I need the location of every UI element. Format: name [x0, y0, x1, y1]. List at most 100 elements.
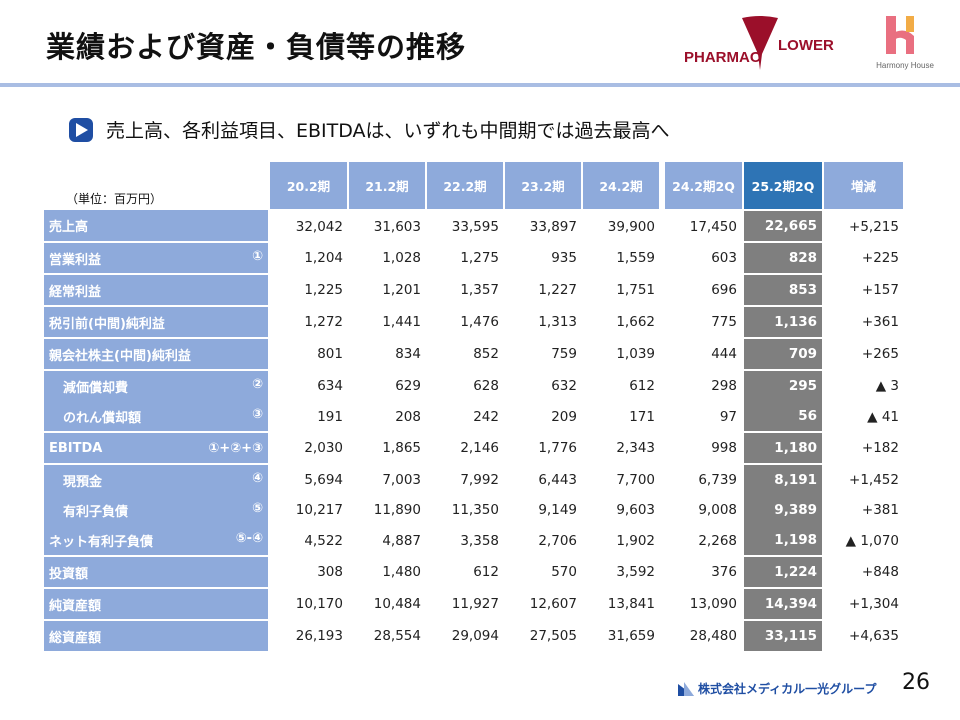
header-row: 20.2期 21.2期 22.2期 23.2期 24.2期 24.2期2Q 25.2期2Q 増… [44, 162, 905, 211]
value-cell: 4,522 [304, 532, 343, 549]
svg-text:LOWER: LOWER [778, 37, 834, 54]
table-row: 税引前(中間)純利益 1,272 1,441 1,476 1,313 1,662 775 1,… [44, 306, 904, 339]
value-cell: 208 [395, 408, 421, 425]
current-value-cell: 828 [742, 242, 824, 275]
row-label: 親会社株主(中間)純利益 [49, 348, 191, 364]
table-row: 経常利益 1,225 1,201 1,357 1,227 1,751 696 853 +157 [44, 274, 904, 307]
value-cell: 12,607 [529, 596, 577, 612]
value-cell: 13,841 [607, 596, 655, 612]
row-label: 現預金 [63, 474, 103, 490]
table-row: ネット有利子負債 ⑤-④ 4,522 4,887 3,358 2,706 1,902 2,26… [44, 525, 904, 557]
value-cell: 39,900 [607, 218, 655, 235]
row-label-cell: 有利子負債 ⑤ [44, 495, 270, 525]
value-cell: 2,268 [698, 532, 737, 549]
change-cell: +182 [861, 440, 899, 456]
column-gap [660, 242, 664, 274]
change-cell: +265 [861, 346, 899, 362]
value-cell: 1,028 [382, 250, 421, 266]
current-value-cell: 33,115 [742, 620, 824, 653]
column-gap [660, 556, 664, 588]
value-cell: 26,193 [295, 628, 343, 644]
value-cell: 11,890 [373, 502, 421, 518]
value-cell: 376 [711, 564, 737, 580]
value-cell: 1,480 [382, 564, 421, 580]
value-cell: 10,170 [295, 596, 343, 612]
pharmacy-flower-logo: PHARMAC LOWER [684, 16, 834, 70]
column-gap [660, 274, 664, 306]
value-cell: 2,146 [460, 440, 499, 456]
value-cell: 603 [711, 250, 737, 266]
value-cell: 1,272 [304, 314, 343, 330]
row-note: ⑤-④ [235, 530, 263, 546]
row-label-cell: 営業利益 ① [44, 242, 270, 275]
row-note: ② [251, 376, 263, 392]
value-cell: 4,887 [382, 532, 421, 549]
column-header: 23.2期 [503, 162, 583, 211]
current-value-cell: 853 [742, 274, 824, 307]
change-cell: ▲ 41 [867, 408, 899, 425]
change-cell: +4,635 [849, 628, 899, 644]
value-cell: 31,659 [607, 628, 655, 644]
change-cell: +157 [861, 282, 899, 298]
value-cell: 242 [473, 408, 499, 425]
financial-table: 20.2期 21.2期 22.2期 23.2期 24.2期 24.2期2Q 25.2期2Q 増… [44, 162, 905, 653]
value-cell: 33,595 [451, 218, 499, 235]
value-cell: 634 [317, 377, 343, 394]
value-cell: 1,441 [382, 314, 421, 330]
value-cell: 1,476 [460, 314, 499, 330]
value-cell: 17,450 [689, 218, 737, 235]
value-cell: 7,700 [616, 471, 655, 488]
value-cell: 1,204 [304, 250, 343, 266]
value-cell: 1,776 [538, 440, 577, 456]
value-cell: 1,039 [616, 346, 655, 362]
change-cell: +1,452 [849, 471, 899, 488]
row-note: ⑤ [251, 500, 263, 516]
value-cell: 29,094 [451, 628, 499, 644]
column-gap [660, 495, 664, 525]
row-label: 税引前(中間)純利益 [49, 316, 165, 332]
row-label: 経常利益 [49, 284, 102, 300]
value-cell: 3,358 [460, 532, 499, 549]
current-value-cell: 1,180 [742, 432, 824, 465]
row-label: 売上高 [49, 220, 89, 235]
value-cell: 2,030 [304, 440, 343, 456]
change-cell: +1,304 [849, 596, 899, 612]
value-cell: 298 [711, 377, 737, 394]
table-row: 親会社株主(中間)純利益 801 834 852 759 1,039 444 709 +265 [44, 338, 904, 371]
column-gap [660, 338, 664, 370]
table-row: 営業利益 ① 1,204 1,028 1,275 935 1,559 603 828 +225 [44, 242, 904, 275]
unit-label: （単位：百万円） [66, 192, 163, 206]
column-gap [660, 401, 664, 432]
value-cell: 31,603 [373, 218, 421, 235]
current-value-cell: 295 [742, 370, 824, 401]
value-cell: 97 [719, 408, 737, 425]
table-row: 総資産額 26,193 28,554 29,094 27,505 31,659 28,480… [44, 620, 904, 653]
row-label: 減価償却費 [63, 380, 129, 396]
value-cell: 7,003 [382, 471, 421, 488]
value-cell: 1,559 [616, 250, 655, 266]
row-note: ④ [251, 470, 263, 486]
table-row: 有利子負債 ⑤ 10,217 11,890 11,350 9,149 9,603 9,008 9… [44, 495, 904, 525]
row-label-cell: 投資額 [44, 556, 270, 589]
table-row: 減価償却費 ② 634 629 628 632 612 298 295 ▲ 3 [44, 370, 904, 401]
row-label-cell: 純資産額 [44, 588, 270, 621]
value-cell: 1,313 [538, 314, 577, 330]
column-header: 増減 [822, 162, 905, 211]
value-cell: 1,201 [382, 282, 421, 298]
value-cell: 28,554 [373, 628, 421, 644]
value-cell: 1,865 [382, 440, 421, 456]
medical-ikko-logo: 株式会社メディカル一光グループ [678, 680, 876, 697]
harmony-house-logo: Harmony House [876, 16, 934, 70]
page-number: 26 [902, 670, 930, 695]
value-cell: 612 [629, 377, 655, 394]
row-label: 総資産額 [49, 630, 102, 646]
row-label-cell: 現預金 ④ [44, 464, 270, 495]
value-cell: 2,343 [616, 440, 655, 456]
value-cell: 1,751 [616, 282, 655, 298]
value-cell: 629 [395, 377, 421, 394]
column-gap [660, 620, 664, 652]
column-header: 24.2期 [581, 162, 661, 211]
row-label-cell: のれん償却額 ③ [44, 401, 270, 433]
value-cell: 27,505 [529, 628, 577, 644]
